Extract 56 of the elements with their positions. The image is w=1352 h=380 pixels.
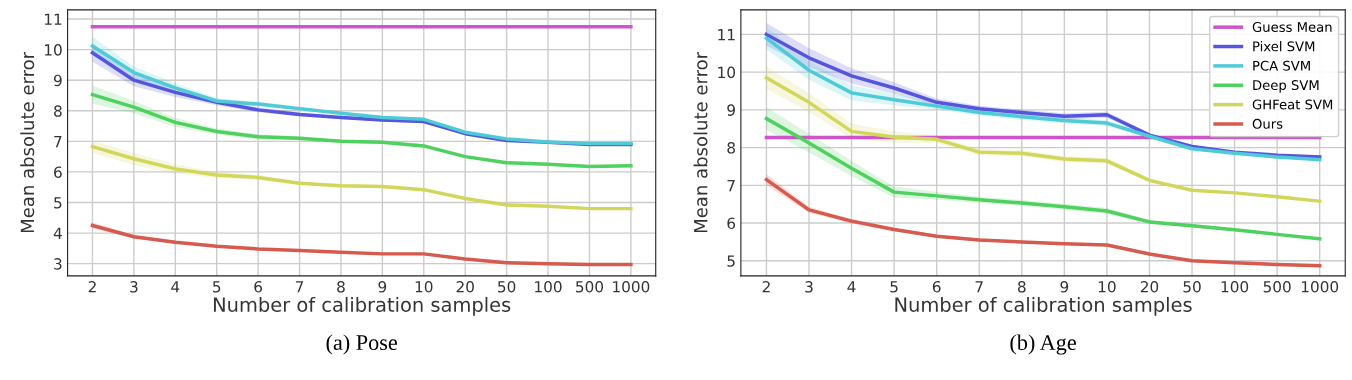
legend-label: Guess Mean xyxy=(1252,21,1332,32)
x-tick-label: 3 xyxy=(805,281,813,293)
x-tick-label: 500 xyxy=(1263,281,1291,293)
x-tick-label: 5 xyxy=(890,281,898,293)
x-axis-title: Number of calibration samples xyxy=(214,296,511,316)
x-tick-label: 9 xyxy=(378,281,387,293)
x-tick-label: 7 xyxy=(295,281,304,293)
legend-label: PCA SVM xyxy=(1253,60,1310,71)
x-tick-label: 50 xyxy=(498,281,516,293)
y-tick-label: 6 xyxy=(727,217,736,230)
x-tick-label: 4 xyxy=(171,281,180,293)
x-tick-label: 50 xyxy=(1183,281,1201,293)
text: (b) Age xyxy=(1010,334,1076,355)
x-tick-label: 4 xyxy=(847,281,856,293)
legend-label: Ours xyxy=(1252,118,1283,129)
x-tick-label: 20 xyxy=(456,281,474,293)
x-tick-label: 2 xyxy=(88,281,96,293)
y-tick-label: 6 xyxy=(54,166,62,178)
y-tick-label: 5 xyxy=(54,197,62,209)
x-tick-label: 10 xyxy=(1098,281,1116,293)
x-tick-label: 1000 xyxy=(1301,281,1339,293)
x-tick-label: 100 xyxy=(535,281,562,293)
y-tick-label: 4 xyxy=(53,227,62,239)
x-tick-label: 2 xyxy=(762,281,770,293)
x-tick-label: 6 xyxy=(254,281,263,293)
legend-label: Pixel SVM xyxy=(1253,41,1315,52)
y-tick-label: 8 xyxy=(54,105,62,117)
y-tick-label: 11 xyxy=(44,13,62,25)
legend-label: GHFeat SVM xyxy=(1252,99,1333,110)
x-tick-label: 6 xyxy=(932,281,941,293)
y-tick-label: 7 xyxy=(54,136,62,148)
y-tick-label: 9 xyxy=(53,74,62,87)
y-axis-title: Mean absolute error xyxy=(693,51,708,233)
y-tick-label: 11 xyxy=(718,29,735,41)
x-tick-label: 8 xyxy=(1017,281,1026,293)
y-tick-label: 3 xyxy=(54,258,62,270)
x-tick-label: 7 xyxy=(975,281,983,293)
y-tick-label: 10 xyxy=(44,44,62,56)
x-axis-title: Number of calibration samples xyxy=(895,296,1192,316)
x-tick-label: 8 xyxy=(337,281,345,293)
y-tick-label: 5 xyxy=(727,255,735,267)
y-tick-label: 8 xyxy=(727,142,735,154)
x-tick-label: 500 xyxy=(576,281,604,293)
legend-label: Deep SVM xyxy=(1253,80,1319,93)
x-tick-label: 100 xyxy=(1221,281,1249,293)
x-tick-label: 10 xyxy=(415,281,433,293)
x-tick-label: 20 xyxy=(1140,281,1159,293)
y-tick-label: 9 xyxy=(727,104,735,116)
x-tick-label: 1000 xyxy=(613,281,650,293)
y-tick-label: 10 xyxy=(718,66,736,79)
text: (a) Pose xyxy=(326,334,397,355)
x-tick-label: 9 xyxy=(1060,281,1069,293)
y-axis-title: Mean absolute error xyxy=(20,51,35,233)
x-tick-label: 5 xyxy=(213,281,221,293)
y-tick-label: 7 xyxy=(727,179,735,192)
x-tick-label: 3 xyxy=(130,281,138,293)
